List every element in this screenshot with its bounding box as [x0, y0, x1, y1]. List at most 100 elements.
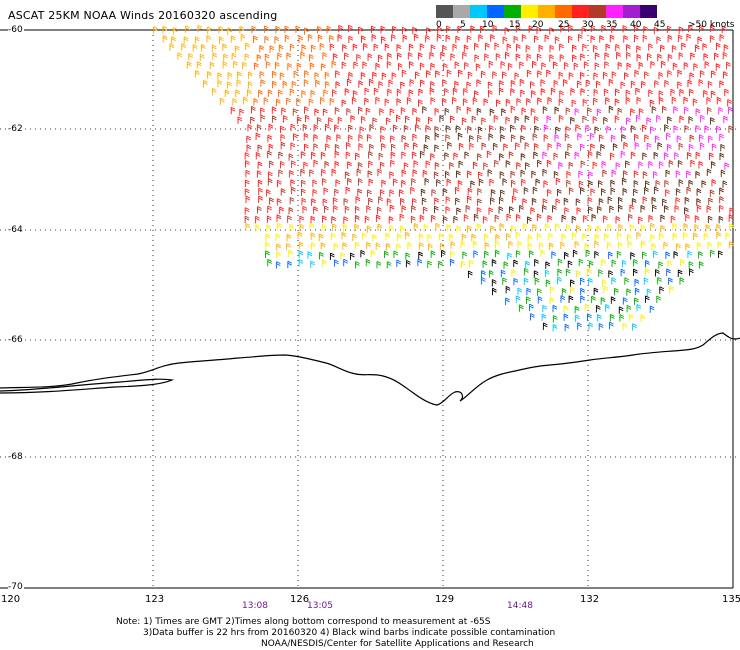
- wind-barb: [169, 43, 175, 51]
- wind-barb: [522, 223, 528, 231]
- wind-barb: [614, 98, 620, 106]
- wind-barb: [452, 96, 457, 105]
- wind-barb: [245, 160, 250, 168]
- wind-barb: [630, 80, 636, 89]
- wind-barb: [212, 52, 217, 60]
- wind-barb: [607, 241, 612, 250]
- wind-barb: [600, 144, 605, 152]
- wind-barb: [500, 189, 505, 197]
- wind-barb: [274, 36, 280, 44]
- wind-barb: [515, 231, 521, 240]
- wind-barb: [625, 89, 631, 98]
- wind-barb: [199, 53, 205, 62]
- wind-barb: [516, 43, 521, 52]
- wind-barb: [653, 171, 658, 179]
- wind-barb: [563, 305, 569, 313]
- wind-barb: [455, 125, 461, 133]
- wind-barb: [703, 53, 709, 61]
- wind-barb: [300, 168, 306, 177]
- wind-barb: [624, 277, 630, 285]
- wind-barb: [719, 196, 724, 204]
- wind-barb: [553, 171, 559, 179]
- wind-barb: [469, 142, 475, 151]
- wind-barb: [711, 70, 716, 78]
- wind-barb: [424, 177, 430, 186]
- wind-barb: [349, 252, 355, 260]
- wind-barb: [325, 143, 330, 151]
- wind-barb: [624, 72, 629, 80]
- wind-barb: [574, 240, 580, 249]
- wind-barb: [434, 144, 439, 152]
- wind-barb: [411, 205, 416, 213]
- wind-barb: [326, 135, 332, 143]
- wind-barb: [683, 232, 688, 240]
- wind-barb: [346, 108, 352, 116]
- wind-barb: [525, 162, 530, 170]
- wind-barb: [703, 90, 708, 98]
- wind-barb: [728, 106, 733, 114]
- wind-barb: [456, 105, 462, 114]
- graticule: [0, 30, 740, 588]
- wind-barb: [194, 36, 200, 44]
- wind-barb: [600, 188, 606, 196]
- wind-barb: [549, 54, 554, 62]
- wind-barb: [172, 27, 178, 35]
- wind-barb: [609, 34, 615, 43]
- wind-barb: [314, 108, 320, 116]
- wind-barb: [280, 141, 286, 150]
- wind-barb: [396, 44, 402, 52]
- wind-barb: [502, 36, 508, 44]
- wind-barb: [607, 223, 612, 232]
- note-line-1: Note: 1) Times are GMT 2)Times along bot…: [116, 617, 491, 627]
- wind-barb: [466, 81, 472, 89]
- wind-barb: [664, 124, 669, 132]
- wind-barb: [290, 179, 295, 187]
- wind-barb: [626, 304, 632, 313]
- wind-barb: [364, 215, 370, 224]
- wind-barb: [608, 270, 613, 278]
- wind-barb: [506, 43, 512, 51]
- wind-barb: [436, 33, 442, 42]
- wind-barb: [610, 179, 615, 188]
- wind-barb: [410, 215, 416, 224]
- wind-barb: [457, 25, 463, 34]
- wind-barb: [384, 250, 389, 259]
- wind-barb: [623, 170, 628, 178]
- wind-barb: [434, 132, 440, 141]
- wind-barb: [436, 179, 441, 187]
- wind-barb: [557, 268, 563, 277]
- wind-barb: [217, 79, 223, 88]
- legend-swatch-12: [640, 5, 657, 18]
- wind-barb: [706, 205, 712, 213]
- wind-barb: [558, 98, 564, 106]
- wind-barb: [217, 72, 223, 80]
- wind-barb: [698, 79, 704, 87]
- wind-barb: [643, 26, 648, 34]
- wind-barb: [640, 314, 646, 322]
- wind-barb: [426, 70, 431, 78]
- wind-barb: [255, 215, 260, 224]
- wind-barb: [224, 89, 230, 97]
- wind-barb: [299, 223, 305, 232]
- wind-barb: [659, 232, 664, 241]
- wind-barb: [397, 52, 402, 61]
- wind-barb: [343, 258, 348, 267]
- wind-barb: [418, 88, 424, 97]
- wind-barb: [627, 233, 632, 242]
- wind-barb: [331, 60, 337, 69]
- wind-barb: [260, 107, 265, 115]
- wind-barb: [576, 270, 581, 278]
- wind-barb: [630, 125, 636, 133]
- wind-barb: [605, 97, 610, 105]
- wind-barb: [650, 222, 655, 231]
- wind-barb: [495, 234, 501, 242]
- wind-barb: [543, 134, 549, 142]
- wind-barb: [318, 233, 324, 242]
- wind-barb: [310, 215, 316, 224]
- wind-barb: [183, 36, 189, 44]
- wind-barb: [410, 186, 415, 195]
- wind-barb: [704, 61, 710, 69]
- wind-barb: [267, 134, 273, 143]
- wind-barb: [709, 152, 714, 160]
- wind-barb: [621, 134, 626, 142]
